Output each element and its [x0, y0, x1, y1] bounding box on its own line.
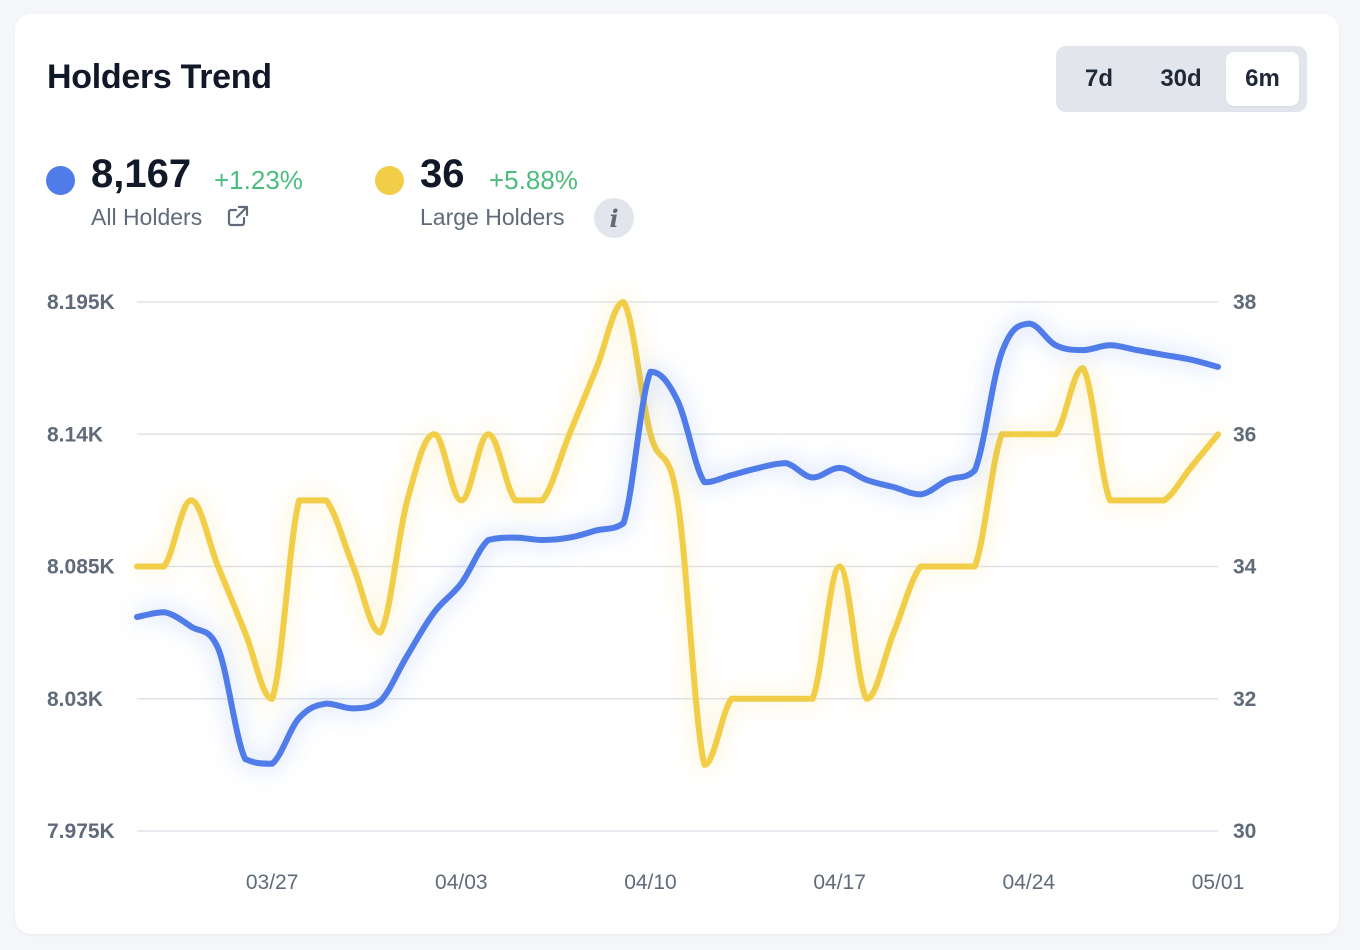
right-axis-ticks: 38 36 34 32 30	[1233, 291, 1257, 843]
right-axis-tick-label: 30	[1233, 820, 1256, 843]
large-holders-legend-dot	[375, 166, 404, 195]
x-axis-tick-label: 04/24	[1003, 871, 1056, 894]
large-holders-line	[134, 299, 1221, 768]
all-holders-value: 8,167	[91, 152, 192, 196]
x-axis-tick-label: 04/03	[435, 871, 488, 894]
large-holders-change: +5.88%	[489, 165, 578, 195]
range-6m-button[interactable]: 6m	[1226, 52, 1299, 106]
range-7d-button[interactable]: 7d	[1084, 65, 1113, 92]
large-holders-value: 36	[420, 152, 465, 196]
left-axis-ticks: 8.195K 8.14K 8.085K 8.03K 7.975K	[47, 291, 115, 843]
x-axis-ticks: 03/27 04/03 04/10 04/17 04/24 05/01	[246, 871, 1244, 894]
x-axis-tick-label: 05/01	[1192, 871, 1245, 894]
left-axis-tick-label: 8.03K	[47, 688, 103, 711]
range-toggle: 7d 30d 6m	[1056, 46, 1307, 112]
all-holders-label: All Holders	[91, 204, 203, 230]
right-axis-tick-label: 34	[1233, 556, 1257, 579]
range-30d-button[interactable]: 30d	[1160, 65, 1202, 92]
left-axis-tick-label: 8.085K	[47, 556, 115, 579]
x-axis-tick-label: 04/17	[813, 871, 866, 894]
external-link-icon[interactable]	[226, 204, 250, 228]
left-axis-tick-label: 8.195K	[47, 291, 115, 314]
all-holders-change: +1.23%	[214, 165, 303, 195]
info-icon[interactable]: i	[594, 198, 634, 238]
right-axis-tick-label: 36	[1233, 423, 1256, 446]
x-axis-tick-label: 03/27	[246, 871, 299, 894]
all-holders-legend-dot	[46, 166, 75, 195]
all-holders-line	[134, 320, 1221, 767]
large-holders-series	[134, 294, 1224, 772]
left-axis-tick-label: 8.14K	[47, 423, 103, 446]
chart-gridlines	[137, 301, 1218, 832]
all-holders-series	[134, 316, 1221, 771]
chart-series	[134, 294, 1224, 772]
large-holders-label: Large Holders	[420, 204, 565, 230]
right-axis-tick-label: 32	[1233, 688, 1256, 711]
left-axis-tick-label: 7.975K	[47, 820, 115, 843]
right-axis-tick-label: 38	[1233, 291, 1257, 314]
x-axis-tick-label: 04/10	[624, 871, 677, 894]
large-holders-line-glow	[137, 294, 1224, 772]
card-title: Holders Trend	[47, 58, 272, 96]
